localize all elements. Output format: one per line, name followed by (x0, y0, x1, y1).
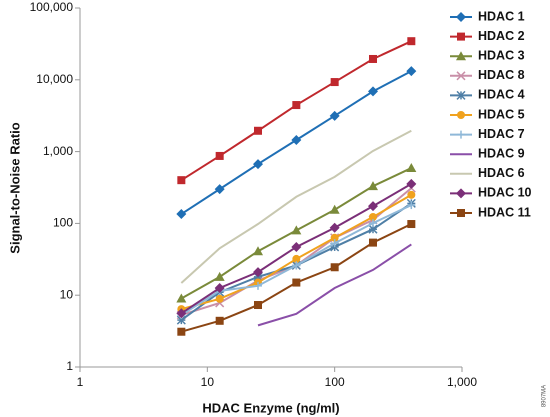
marker (367, 201, 378, 212)
legend-text: HDAC 4 (478, 88, 525, 102)
marker (291, 225, 302, 235)
marker (406, 178, 417, 189)
marker (215, 151, 224, 160)
marker (456, 51, 466, 61)
marker (368, 54, 377, 63)
marker (330, 78, 339, 87)
y-tick-label: 1,000 (43, 144, 73, 158)
series-line (257, 243, 412, 327)
series-line (180, 129, 412, 284)
y-tick-label: 10 (60, 287, 74, 301)
marker (407, 37, 416, 46)
marker (457, 130, 465, 139)
marker (253, 246, 264, 256)
marker (253, 267, 264, 278)
marker (456, 71, 466, 81)
marker (292, 254, 301, 263)
marker (214, 271, 225, 281)
marker (176, 308, 187, 319)
y-tick-label: 1 (66, 359, 73, 373)
marker (254, 281, 263, 290)
marker (214, 282, 225, 293)
legend-text: HDAC 2 (478, 29, 525, 43)
marker (292, 278, 301, 287)
y-tick-label: 100 (53, 216, 73, 230)
marker (253, 159, 264, 170)
marker (330, 233, 339, 242)
marker (177, 327, 186, 336)
marker (367, 181, 378, 191)
marker (406, 163, 417, 173)
legend-text: HDAC 7 (478, 127, 525, 141)
marker-stroke (456, 71, 466, 81)
legend-text: HDAC 9 (478, 146, 525, 160)
marker (329, 110, 340, 121)
legend-text: HDAC 8 (478, 68, 525, 82)
annotation: 8907MA (542, 385, 548, 407)
marker (457, 209, 465, 217)
marker (456, 12, 466, 22)
legend-text: HDAC 1 (478, 9, 525, 23)
marker (292, 101, 301, 110)
marker (215, 316, 224, 325)
x-tick-label: 1,000 (447, 375, 477, 389)
marker (456, 188, 466, 199)
legend-text: HDAC 6 (478, 166, 525, 180)
legend-text: HDAC 10 (478, 186, 532, 200)
y-axis-title: Signal-to-Noise Ratio (7, 122, 22, 254)
marker (330, 239, 339, 248)
marker (407, 190, 416, 199)
marker (215, 294, 224, 303)
marker (214, 184, 225, 195)
marker (292, 261, 301, 270)
y-tick-label: 10,000 (36, 72, 73, 86)
x-tick-label: 10 (201, 375, 215, 389)
marker (254, 126, 263, 135)
marker (329, 204, 340, 214)
legend-text: HDAC 3 (478, 48, 525, 62)
marker (406, 66, 417, 77)
y-tick-label: 100,000 (30, 0, 74, 14)
x-tick-label: 100 (325, 375, 345, 389)
marker (176, 209, 187, 220)
x-tick-label: 1 (77, 375, 84, 389)
marker (368, 219, 377, 228)
marker (407, 201, 416, 210)
marker (330, 263, 339, 272)
marker (329, 222, 340, 233)
marker (367, 86, 378, 97)
marker (368, 238, 377, 247)
marker (177, 176, 186, 185)
marker (457, 111, 465, 119)
legend-text: HDAC 11 (478, 205, 531, 219)
marker (407, 220, 416, 229)
marker (176, 293, 187, 303)
marker (291, 135, 302, 146)
legend-text: HDAC 5 (478, 107, 525, 121)
marker (291, 241, 302, 252)
marker (368, 212, 377, 221)
marker (254, 301, 263, 310)
marker (457, 32, 465, 41)
marker (456, 90, 466, 100)
x-axis-title: HDAC Enzyme (ng/ml) (202, 400, 339, 415)
